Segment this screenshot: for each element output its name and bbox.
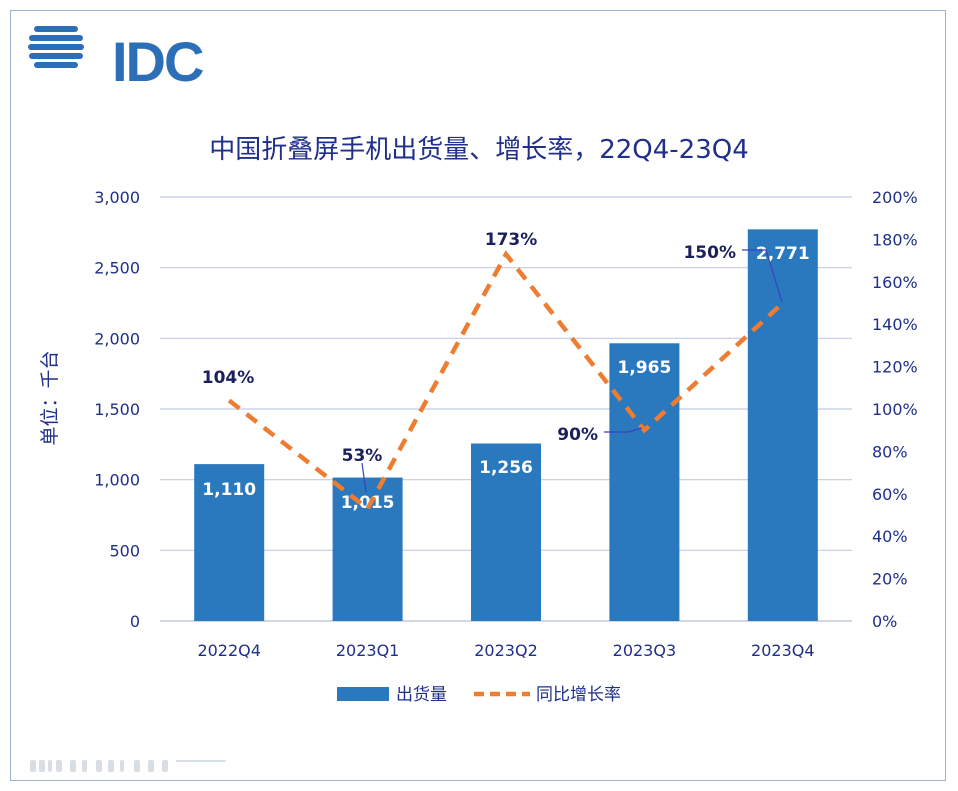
y2-tick-label: 160%	[872, 273, 918, 292]
y2-tick-label: 60%	[872, 485, 908, 504]
y2-tick-label: 140%	[872, 315, 918, 334]
line-value-label: 90%	[557, 425, 598, 445]
legend-bar-label: 出货量	[396, 685, 447, 705]
idc-logo-text: IDC	[112, 30, 204, 93]
line-value-label: 173%	[485, 230, 538, 250]
bar	[471, 443, 541, 621]
y-tick-label: 2,000	[94, 329, 140, 348]
y2-tick-label: 120%	[872, 358, 918, 377]
x-tick-label: 2023Q4	[751, 641, 815, 660]
bar-value-label: 1,015	[341, 493, 395, 513]
y2-tick-label: 200%	[872, 188, 918, 207]
y-tick-label: 2,500	[94, 259, 140, 278]
y-tick-label: 3,000	[94, 188, 140, 207]
bar-value-label: 1,110	[202, 480, 256, 500]
y2-tick-label: 180%	[872, 230, 918, 249]
bar	[332, 477, 403, 621]
y2-tick-label: 0%	[872, 612, 897, 631]
chart-title: 中国折叠屏手机出货量、增长率，22Q4-23Q4	[209, 135, 749, 165]
y2-tick-label: 40%	[872, 527, 908, 546]
bar-value-label: 1,965	[618, 358, 672, 378]
y-axis-label: 单位：千台	[39, 350, 61, 445]
line-value-label: 53%	[342, 446, 383, 466]
x-tick-label: 2022Q4	[197, 641, 261, 660]
y-tick-label: 1,500	[94, 400, 140, 419]
y-tick-label: 500	[109, 541, 140, 560]
label-leader-line	[742, 249, 783, 303]
x-tick-label: 2023Q1	[336, 641, 400, 660]
y-tick-label: 1,000	[94, 471, 140, 490]
label-leader-line	[604, 427, 643, 433]
x-tick-label: 2023Q2	[474, 641, 538, 660]
y2-tick-label: 100%	[872, 400, 918, 419]
bar	[194, 464, 265, 621]
y2-tick-label: 80%	[872, 442, 908, 461]
line-value-label: 150%	[683, 243, 736, 263]
growth-rate-line	[227, 250, 785, 513]
label-leader-line	[361, 462, 367, 493]
legend-bar-swatch	[337, 687, 389, 701]
idc-globe-icon	[28, 26, 84, 68]
line-value-label: 104%	[202, 368, 255, 388]
watermark	[30, 760, 226, 772]
chart-frame	[10, 10, 946, 781]
bar-value-label: 2,771	[756, 244, 810, 264]
y-tick-label: 0	[130, 612, 140, 631]
bar-value-label: 1,256	[479, 458, 533, 478]
bar	[747, 229, 818, 621]
x-tick-label: 2023Q3	[613, 641, 677, 660]
idc-logo: IDC	[28, 20, 204, 90]
bar	[609, 343, 680, 621]
y2-tick-label: 20%	[872, 570, 908, 589]
legend-line-label: 同比增长率	[536, 685, 621, 705]
